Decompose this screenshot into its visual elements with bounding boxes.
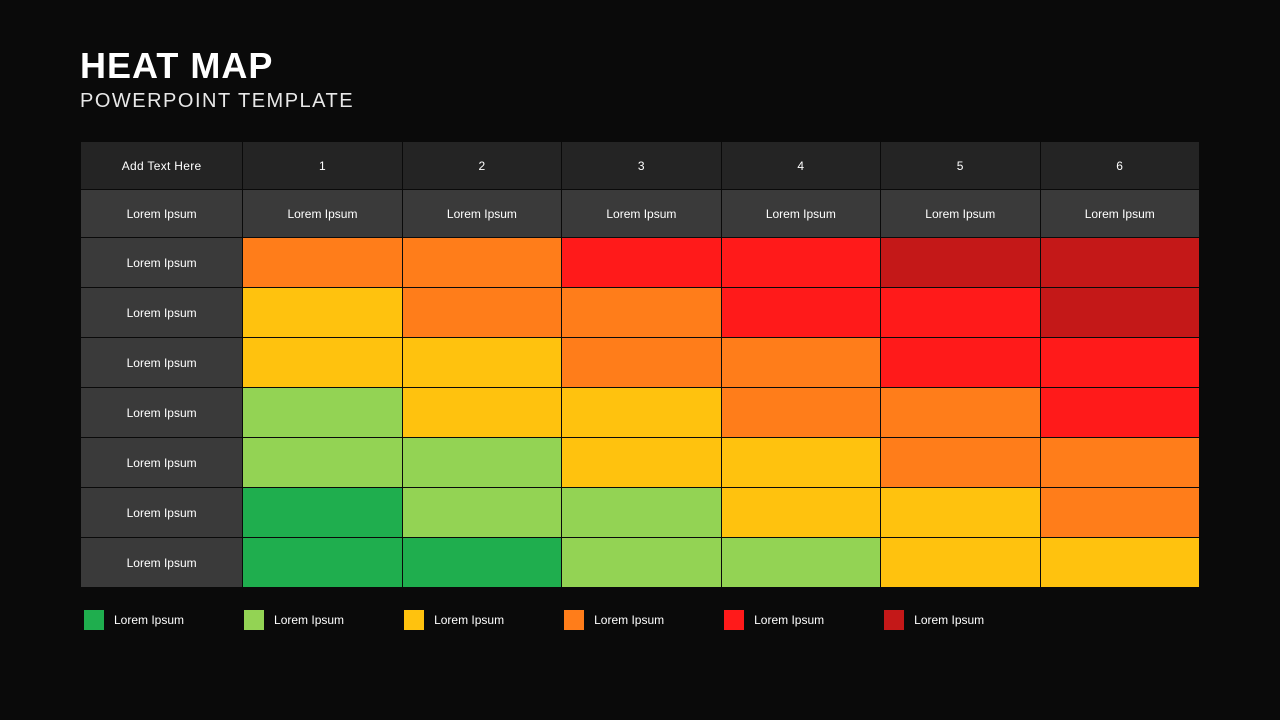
heatmap-cell bbox=[243, 538, 402, 588]
legend-label: Lorem Ipsum bbox=[274, 613, 344, 627]
legend-item: Lorem Ipsum bbox=[884, 610, 984, 630]
heatmap-cell bbox=[402, 438, 561, 488]
heatmap-cell bbox=[881, 488, 1040, 538]
heatmap-col-header: 5 bbox=[881, 142, 1040, 190]
heatmap-row-label: Lorem Ipsum bbox=[81, 338, 243, 388]
legend-swatch bbox=[244, 610, 264, 630]
heatmap-cell bbox=[562, 488, 721, 538]
heatmap-cell bbox=[1040, 338, 1199, 388]
heatmap-cell bbox=[562, 388, 721, 438]
heatmap-cell bbox=[1040, 238, 1199, 288]
heatmap-row: Lorem Ipsum bbox=[81, 488, 1200, 538]
legend-label: Lorem Ipsum bbox=[114, 613, 184, 627]
heatmap-row: Lorem Ipsum bbox=[81, 538, 1200, 588]
heatmap-cell bbox=[243, 338, 402, 388]
heatmap-container: Add Text Here 1 2 3 4 5 6 Lorem Ipsum Lo… bbox=[80, 141, 1200, 588]
legend-item: Lorem Ipsum bbox=[724, 610, 824, 630]
legend-swatch bbox=[884, 610, 904, 630]
heatmap-subheader: Lorem Ipsum bbox=[402, 190, 561, 238]
heatmap-cell bbox=[243, 388, 402, 438]
legend: Lorem Ipsum Lorem Ipsum Lorem Ipsum Lorem I… bbox=[80, 610, 1200, 630]
legend-label: Lorem Ipsum bbox=[754, 613, 824, 627]
heatmap-row: Lorem Ipsum bbox=[81, 238, 1200, 288]
heatmap-row-label: Lorem Ipsum bbox=[81, 438, 243, 488]
heatmap-subheader: Lorem Ipsum bbox=[243, 190, 402, 238]
heatmap-cell bbox=[721, 538, 880, 588]
legend-label: Lorem Ipsum bbox=[434, 613, 504, 627]
heatmap-cell bbox=[881, 238, 1040, 288]
page-subtitle: POWERPOINT TEMPLATE bbox=[80, 90, 1200, 113]
heatmap-row: Lorem Ipsum bbox=[81, 288, 1200, 338]
heatmap-cell bbox=[562, 338, 721, 388]
heatmap-cell bbox=[243, 438, 402, 488]
heatmap-subheader: Lorem Ipsum bbox=[562, 190, 721, 238]
heatmap-cell bbox=[721, 288, 880, 338]
page-title: HEAT MAP bbox=[80, 48, 1200, 84]
heatmap-col-header: 6 bbox=[1040, 142, 1199, 190]
legend-swatch bbox=[564, 610, 584, 630]
legend-swatch bbox=[724, 610, 744, 630]
heatmap-cell bbox=[881, 288, 1040, 338]
heatmap-cell bbox=[562, 288, 721, 338]
heatmap-cell bbox=[881, 538, 1040, 588]
heatmap-cell bbox=[402, 388, 561, 438]
heatmap-col-header: 2 bbox=[402, 142, 561, 190]
legend-label: Lorem Ipsum bbox=[914, 613, 984, 627]
heatmap-body: Lorem IpsumLorem IpsumLorem IpsumLorem I… bbox=[81, 238, 1200, 588]
heatmap-cell bbox=[402, 538, 561, 588]
heatmap-col-header: 1 bbox=[243, 142, 402, 190]
heatmap-cell bbox=[721, 488, 880, 538]
heatmap-corner-label: Add Text Here bbox=[81, 142, 243, 190]
heatmap-row-label: Lorem Ipsum bbox=[81, 238, 243, 288]
heatmap-subheader: Lorem Ipsum bbox=[721, 190, 880, 238]
heatmap-cell bbox=[1040, 438, 1199, 488]
heatmap-cell bbox=[562, 238, 721, 288]
heatmap-cell bbox=[881, 338, 1040, 388]
heatmap-subheader: Lorem Ipsum bbox=[81, 190, 243, 238]
heatmap-cell bbox=[721, 338, 880, 388]
heatmap-row-label: Lorem Ipsum bbox=[81, 388, 243, 438]
heatmap-row-label: Lorem Ipsum bbox=[81, 288, 243, 338]
legend-item: Lorem Ipsum bbox=[564, 610, 664, 630]
heatmap-cell bbox=[881, 388, 1040, 438]
legend-swatch bbox=[84, 610, 104, 630]
heatmap-col-header: 3 bbox=[562, 142, 721, 190]
heatmap-subheader: Lorem Ipsum bbox=[1040, 190, 1199, 238]
heatmap-cell bbox=[243, 488, 402, 538]
heatmap-table: Add Text Here 1 2 3 4 5 6 Lorem Ipsum Lo… bbox=[80, 141, 1200, 588]
legend-swatch bbox=[404, 610, 424, 630]
heatmap-cell bbox=[721, 238, 880, 288]
legend-item: Lorem Ipsum bbox=[404, 610, 504, 630]
heatmap-cell bbox=[721, 438, 880, 488]
heatmap-cell bbox=[562, 438, 721, 488]
legend-label: Lorem Ipsum bbox=[594, 613, 664, 627]
heatmap-header-row: Add Text Here 1 2 3 4 5 6 bbox=[81, 142, 1200, 190]
heatmap-row: Lorem Ipsum bbox=[81, 388, 1200, 438]
heatmap-cell bbox=[1040, 538, 1199, 588]
heatmap-cell bbox=[1040, 388, 1199, 438]
heatmap-cell bbox=[721, 388, 880, 438]
heatmap-cell bbox=[402, 288, 561, 338]
heatmap-cell bbox=[243, 238, 402, 288]
heatmap-subheader: Lorem Ipsum bbox=[881, 190, 1040, 238]
heatmap-cell bbox=[402, 338, 561, 388]
legend-item: Lorem Ipsum bbox=[244, 610, 344, 630]
heatmap-subheader-row: Lorem Ipsum Lorem Ipsum Lorem Ipsum Lore… bbox=[81, 190, 1200, 238]
heatmap-row-label: Lorem Ipsum bbox=[81, 538, 243, 588]
heatmap-col-header: 4 bbox=[721, 142, 880, 190]
heatmap-cell bbox=[402, 238, 561, 288]
heatmap-row-label: Lorem Ipsum bbox=[81, 488, 243, 538]
heatmap-cell bbox=[1040, 488, 1199, 538]
heatmap-cell bbox=[243, 288, 402, 338]
heatmap-cell bbox=[881, 438, 1040, 488]
heatmap-row: Lorem Ipsum bbox=[81, 438, 1200, 488]
heatmap-cell bbox=[562, 538, 721, 588]
legend-item: Lorem Ipsum bbox=[84, 610, 184, 630]
heatmap-cell bbox=[1040, 288, 1199, 338]
heatmap-row: Lorem Ipsum bbox=[81, 338, 1200, 388]
heatmap-cell bbox=[402, 488, 561, 538]
